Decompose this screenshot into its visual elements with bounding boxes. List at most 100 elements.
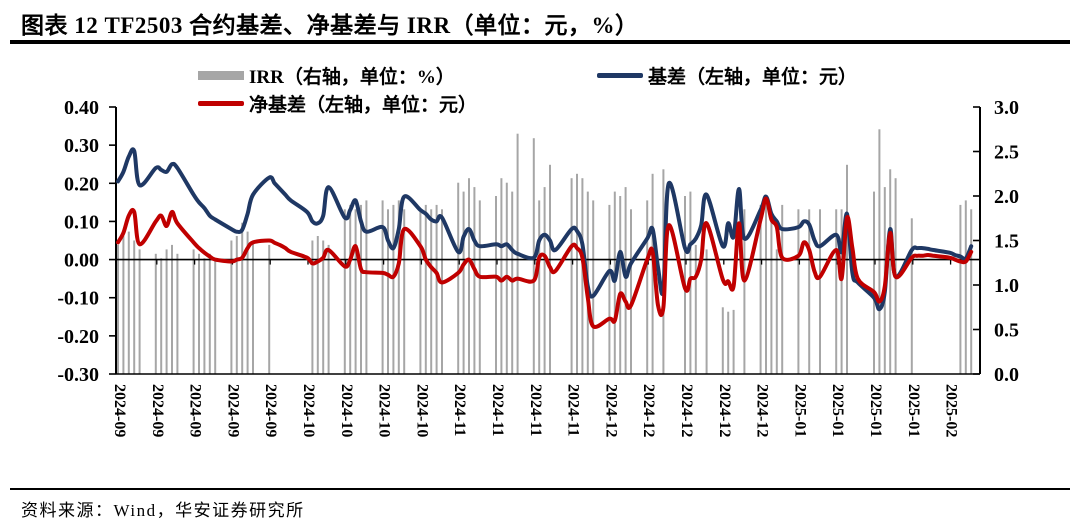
irr-bar [721, 307, 724, 375]
irr-bar [424, 204, 427, 374]
irr-bar [624, 187, 627, 374]
irr-bar [354, 209, 357, 374]
irr-bar [457, 182, 460, 374]
x-axis-date-label: 2024-10 [376, 384, 393, 437]
basis-line [116, 147, 974, 312]
irr-bar [759, 204, 762, 374]
x-axis-date-label: 2024-11 [565, 384, 582, 436]
right-axis-tick-label: 2.0 [994, 186, 1019, 208]
left-axis-tick-label: 0.30 [64, 135, 99, 157]
irr-bar [959, 204, 962, 374]
irr-bar [316, 236, 319, 374]
left-axis-tick-label: -0.30 [57, 364, 99, 386]
irr-bar [873, 191, 875, 374]
irr-bar [473, 187, 476, 374]
irr-bar [171, 244, 173, 374]
irr-bar [910, 218, 913, 375]
irr-bar [797, 209, 800, 374]
irr-bar [138, 249, 141, 374]
net-basis-line [116, 196, 974, 329]
right-axis-tick-label: 1.0 [994, 275, 1019, 297]
irr-bar [327, 244, 330, 374]
irr-bar [241, 222, 244, 374]
irr-bar [230, 240, 233, 374]
x-axis-date-label: 2024-12 [678, 384, 695, 437]
irr-bar [392, 204, 395, 374]
irr-bar [235, 236, 238, 374]
x-axis-date-label: 2024-12 [640, 384, 657, 437]
irr-bar [846, 164, 848, 374]
irr-bar [360, 204, 362, 374]
basis-line-swatch [597, 73, 643, 78]
irr-bar [117, 244, 119, 374]
irr-bar [619, 196, 622, 374]
irr-bar [430, 209, 433, 374]
irr-bar [543, 187, 546, 374]
irr-bar [127, 231, 130, 374]
x-axis-date-label: 2024-09 [111, 384, 128, 437]
irr-bar [781, 204, 784, 374]
irr-bar [608, 204, 611, 374]
x-axis-date-label: 2024-10 [300, 384, 317, 437]
right-axis-tick-label: 3.0 [994, 97, 1019, 119]
irr-bar [478, 200, 481, 374]
x-axis-date-label: 2024-10 [413, 384, 430, 437]
x-axis-date-label: 2024-11 [451, 384, 468, 436]
x-axis-date-label: 2024-12 [602, 384, 619, 437]
irr-bar [441, 209, 443, 374]
irr-bar [694, 244, 697, 374]
irr-bar [808, 209, 811, 374]
irr-bar [765, 204, 767, 374]
irr-bar [203, 258, 206, 374]
x-axis-date-label: 2025-01 [791, 384, 808, 437]
irr-bar [835, 209, 838, 374]
irr-bar [576, 173, 578, 375]
irr-bar [495, 196, 497, 374]
irr-bar [160, 258, 163, 374]
page-title: 图表 12 TF2503 合约基差、净基差与 IRR（单位：元，%） [21, 13, 639, 38]
irr-bar [343, 209, 346, 374]
x-axis-date-label: 2025-01 [867, 384, 884, 437]
x-axis-date-label: 2024-12 [754, 384, 771, 437]
basis-irr-chart: 0.40 0.30 0.20 0.10 0.00 -0.10 -0.20 -0.30 3.0 2.… [57, 97, 1019, 437]
legend-label-basis: 基差（左轴，单位：元） [648, 67, 858, 88]
irr-bar [878, 129, 881, 375]
irr-bar [727, 311, 730, 374]
irr-bar [208, 253, 211, 374]
footer-divider [10, 488, 1070, 490]
x-axis-date-label: 2024-12 [716, 384, 733, 437]
irr-bar [435, 204, 438, 374]
x-axis-date-label: 2024-09 [224, 384, 241, 437]
irr-bar [775, 249, 778, 374]
irr-bar [387, 209, 389, 374]
irr-bar [511, 191, 514, 374]
left-axis-tick-label: 0.40 [64, 97, 99, 119]
right-axis-tick-label: 1.5 [994, 231, 1019, 253]
irr-bar [403, 209, 406, 374]
irr-bar [322, 240, 325, 374]
title-divider [10, 40, 1070, 44]
irr-bar [268, 244, 271, 374]
x-axis-date-label: 2024-09 [149, 384, 166, 437]
x-axis-date-label: 2025-01 [905, 384, 922, 437]
net-basis-line-swatch [198, 101, 244, 106]
irr-bar [819, 209, 821, 374]
irr-bar [349, 204, 352, 374]
x-axis-date-label: 2024-11 [489, 384, 506, 436]
right-axis-tick-label: 0.0 [994, 364, 1019, 386]
right-axis-tick-label: 0.5 [994, 320, 1019, 342]
legend-label-irr: IRR（右轴，单位：%） [249, 67, 455, 88]
left-axis-tick-label: 0.20 [64, 173, 99, 195]
left-axis-tick-label: 0.00 [64, 250, 99, 272]
irr-bar [770, 213, 773, 374]
irr-bar [419, 209, 422, 374]
legend-item-basis: 基差（左轴，单位：元） [597, 62, 857, 89]
x-axis-date-label: 2025-02 [943, 384, 960, 437]
x-axis-date-label: 2024-11 [527, 384, 544, 436]
irr-bar [133, 240, 136, 374]
irr-bar [246, 231, 249, 374]
irr-bar [122, 236, 125, 374]
irr-bar [743, 209, 746, 374]
left-axis-tick-label: -0.10 [57, 288, 99, 310]
data-source-note: 资料来源：Wind，华安证券研究所 [21, 501, 305, 520]
